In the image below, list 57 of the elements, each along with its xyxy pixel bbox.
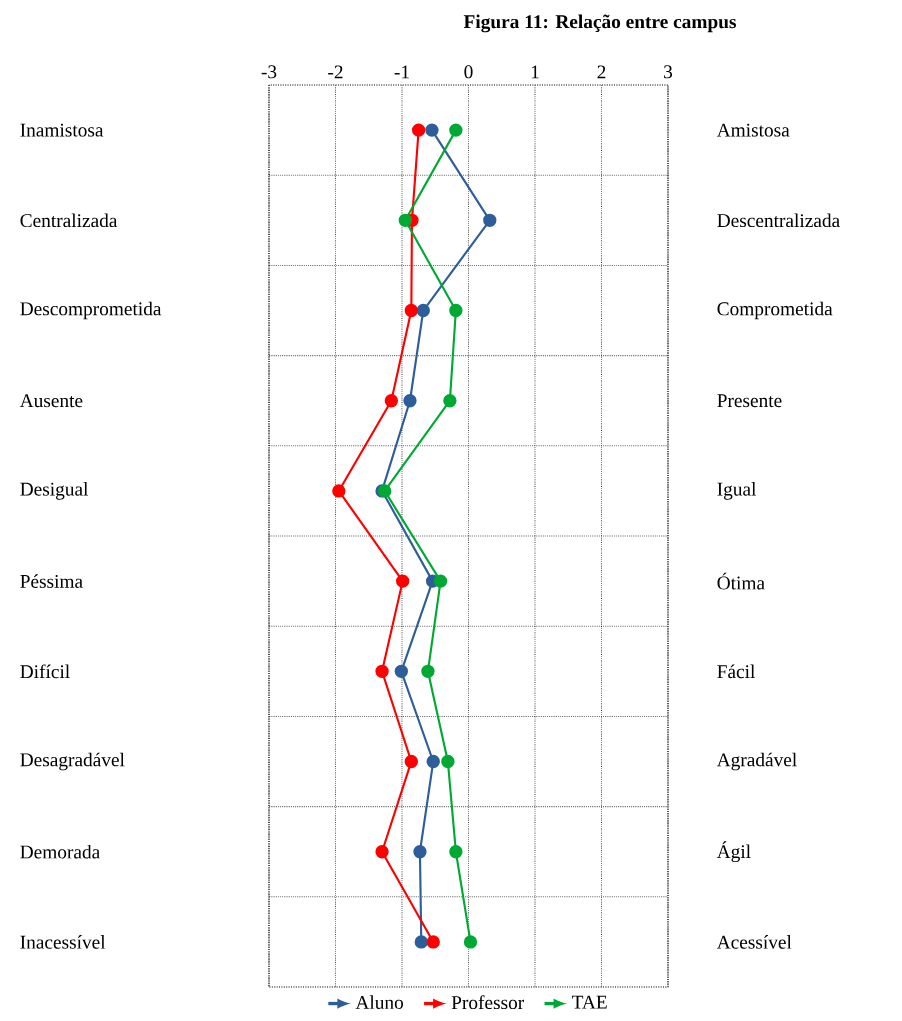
y2-tick-label: Amistosa: [716, 123, 790, 137]
x-tick-label: 2: [597, 65, 606, 79]
x-tick-label: 1: [531, 65, 539, 79]
y2-tick-label: Descentralizada: [717, 213, 840, 228]
legend-label: Professor: [451, 995, 525, 1010]
point: [394, 664, 408, 678]
point: [449, 845, 463, 859]
point: [398, 213, 412, 227]
x-tick-label: 0: [464, 65, 473, 79]
point: [413, 845, 427, 859]
chart-title: Figura 11: Relação entre campus: [463, 14, 736, 33]
legend-label: Aluno: [355, 995, 404, 1009]
y-tick-label: Centralizada: [20, 213, 118, 228]
y-tick-label: Inamistosa: [20, 123, 104, 137]
point: [384, 394, 399, 408]
point: [483, 213, 497, 227]
y2-tick-label: Fácil: [717, 664, 755, 679]
point: [449, 123, 463, 137]
y-tick-label: Péssima: [20, 574, 83, 588]
point: [433, 574, 448, 588]
point: [416, 303, 430, 318]
point: [403, 394, 417, 408]
y2-tick-label: Agradável: [716, 752, 797, 771]
point: [375, 664, 389, 678]
y-tick-label: Inacessível: [20, 935, 106, 949]
x-tick-label: -3: [261, 65, 277, 79]
point: [404, 754, 418, 769]
y-tick-label: Desagradável: [20, 752, 125, 771]
point: [404, 303, 418, 318]
y2-tick-label: Comprometida: [717, 301, 833, 320]
y-tick-label: Difícil: [20, 664, 70, 679]
legend-label: TAE: [571, 995, 607, 1009]
y-tick-label: Ausente: [19, 394, 83, 408]
point: [411, 123, 426, 137]
point: [441, 754, 455, 769]
y2-tick-label: Ágil: [716, 841, 751, 863]
point: [443, 394, 457, 408]
x-tick-label: 3: [664, 65, 673, 79]
point: [425, 123, 439, 137]
point: [332, 484, 346, 498]
y-tick-label: Desigual: [20, 482, 89, 500]
y-tick-label: Demorada: [20, 844, 100, 859]
y2-tick-label: Igual: [717, 482, 757, 500]
point: [426, 935, 440, 949]
point: [414, 935, 428, 949]
point: [426, 754, 440, 769]
y2-tick-label: Ótima: [717, 572, 765, 590]
point: [375, 845, 389, 859]
point: [463, 935, 478, 949]
y-tick-label: Descomprometida: [20, 301, 162, 320]
point: [395, 574, 410, 588]
point: [421, 664, 435, 678]
y2-tick-label: Presente: [717, 394, 782, 408]
y2-tick-label: Acessível: [716, 935, 792, 949]
x-tick-label: -2: [328, 65, 343, 79]
x-tick-label: -1: [394, 65, 409, 79]
point: [449, 303, 463, 318]
